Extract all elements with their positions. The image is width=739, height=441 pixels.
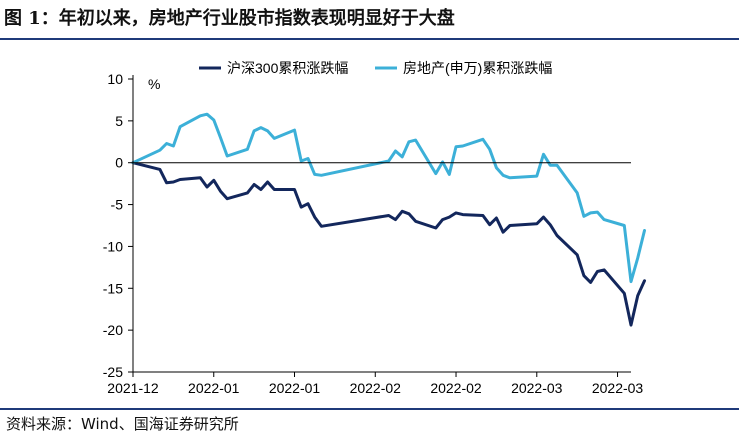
x-tick-label: 2022-01	[269, 380, 321, 396]
x-tick-label: 2022-03	[592, 380, 644, 396]
y-tick-label: -5	[111, 197, 124, 213]
x-tick-label: 2022-03	[511, 380, 563, 396]
y-tick-label: -25	[103, 364, 123, 380]
y-tick-label: -15	[103, 280, 123, 296]
y-tick-label: -20	[103, 322, 123, 338]
legend-label-property: 房地产(申万)累积涨跌幅	[403, 60, 552, 76]
series-line-hs300	[131, 161, 646, 327]
legend-label-hs300: 沪深300累积涨跌幅	[227, 60, 348, 76]
y-tick-label: 0	[115, 155, 123, 171]
y-tick-label: 5	[115, 113, 123, 129]
y-tick-label: 10	[107, 71, 123, 87]
series-line-property	[131, 112, 646, 284]
figure-title: 图 1：年初以来，房地产行业股市指数表现明显好于大盘	[4, 8, 455, 29]
x-tick-label: 2022-02	[430, 380, 482, 396]
x-tick-label: 2022-01	[188, 380, 240, 396]
source-rule	[0, 408, 739, 410]
x-tick-label: 2022-02	[350, 380, 402, 396]
y-unit-label: %	[148, 76, 160, 92]
source-note: 资料来源：Wind、国海证券研究所	[6, 415, 239, 433]
title-rule	[0, 38, 739, 40]
y-tick-label: -10	[103, 238, 123, 254]
x-tick-label: 2021-12	[107, 380, 159, 396]
